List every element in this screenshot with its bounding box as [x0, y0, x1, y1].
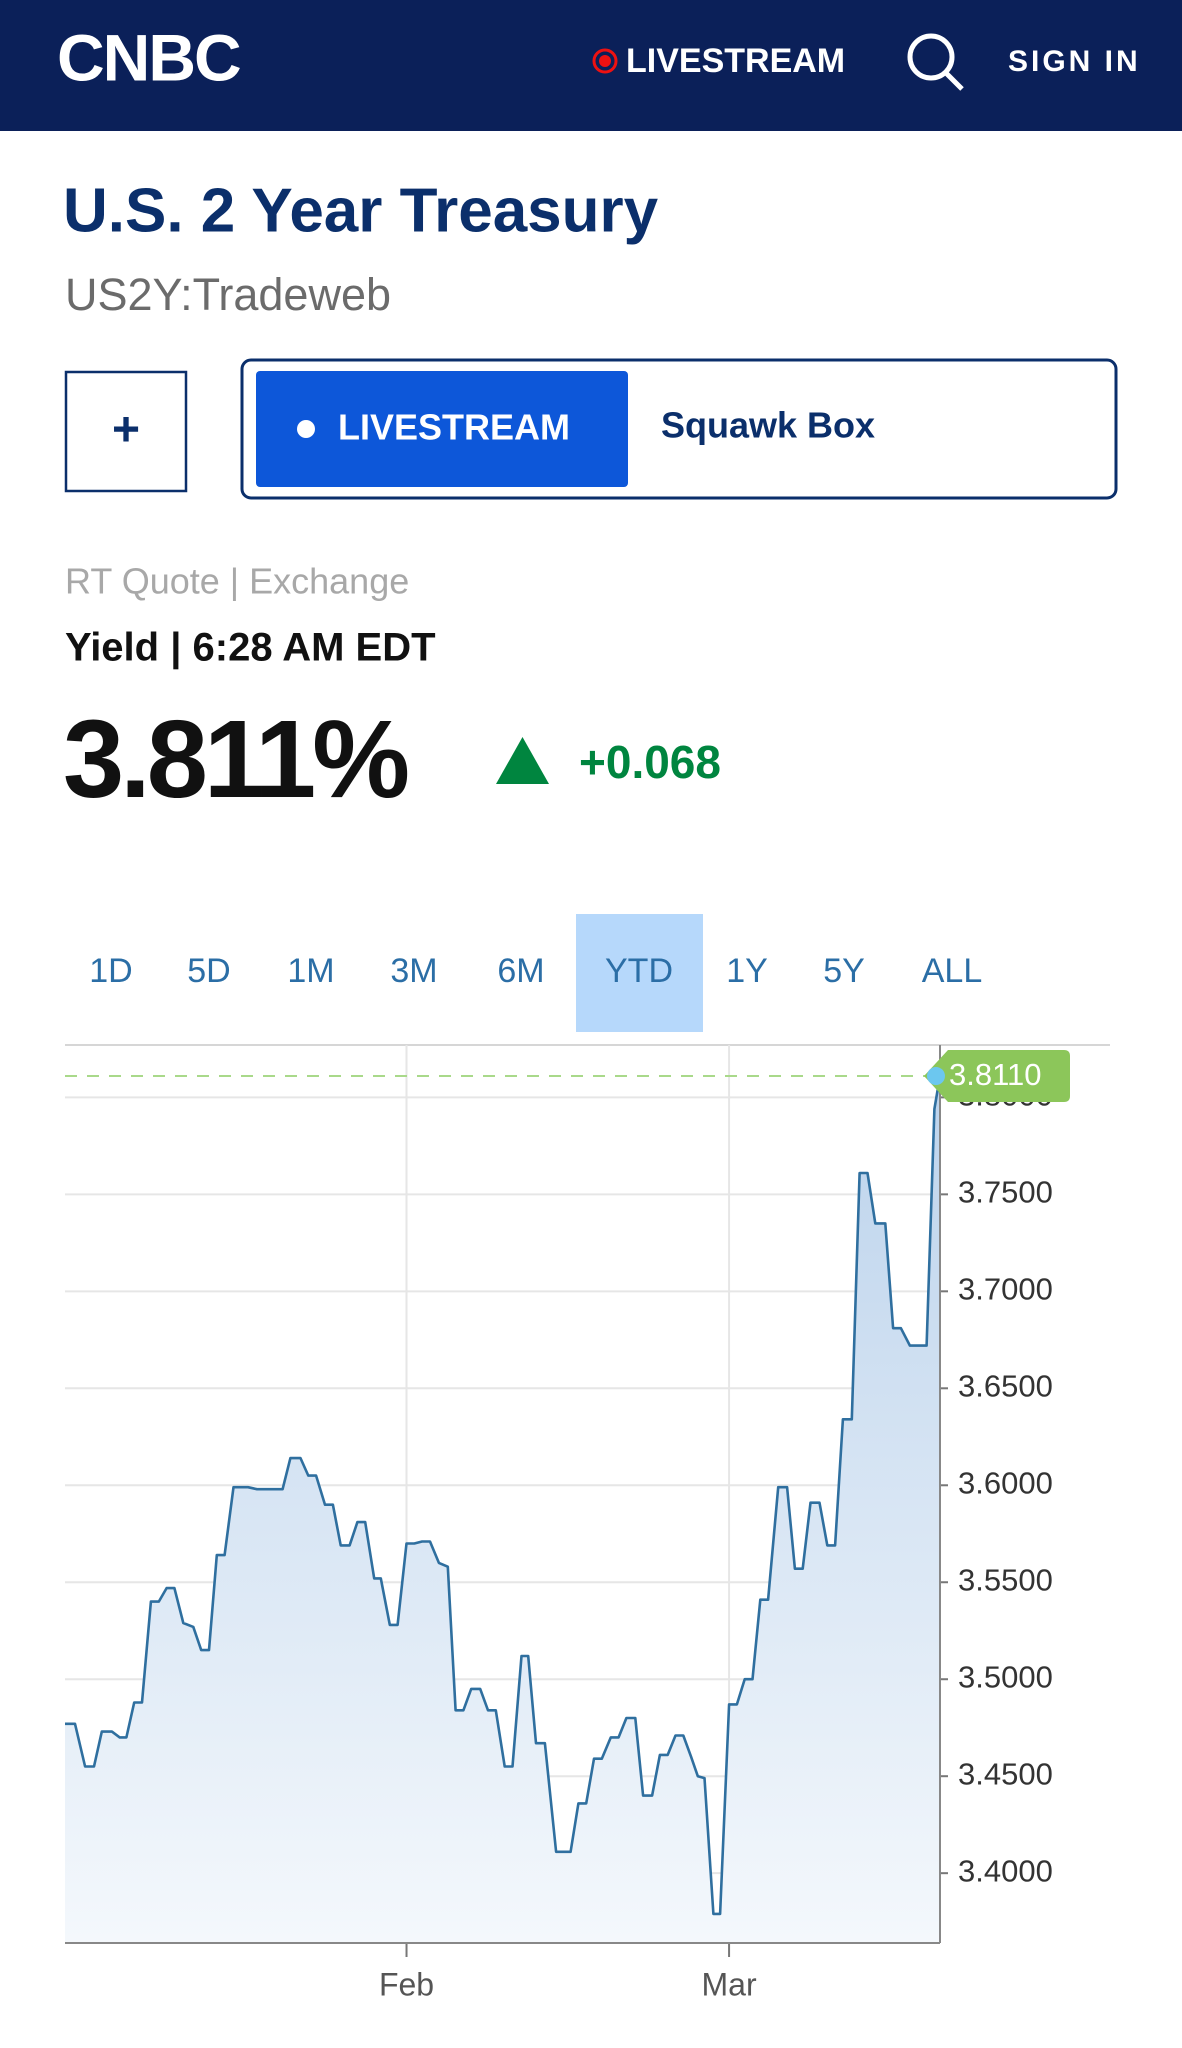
current-label: 3.8110 — [949, 1057, 1042, 1092]
sign-in[interactable]: SIGN IN — [1008, 45, 1141, 78]
range-tab[interactable]: 1Y — [726, 952, 768, 990]
quote-symbol: US2Y:Tradeweb — [65, 269, 391, 320]
range-tab[interactable]: 3M — [390, 952, 437, 990]
search-icon[interactable] — [907, 33, 964, 91]
y-tick-label: 3.5000 — [958, 1659, 1053, 1694]
x-tick-label: Mar — [702, 1966, 757, 2002]
range-tab[interactable]: 5Y — [823, 952, 865, 990]
y-tick-label: 3.4500 — [958, 1756, 1053, 1791]
live-ring — [592, 48, 618, 74]
header-bar — [0, 0, 1182, 131]
y-tick-label: 3.7000 — [958, 1272, 1053, 1307]
y-tick-label: 3.7500 — [958, 1175, 1053, 1210]
range-tab[interactable]: 1D — [89, 952, 132, 990]
x-tick-label: Feb — [379, 1966, 434, 2002]
range-tab[interactable]: 1M — [287, 952, 334, 990]
range-tab[interactable]: 6M — [497, 952, 544, 990]
add-button[interactable] — [64, 370, 188, 493]
range-tab[interactable]: 5D — [187, 952, 230, 990]
range-tab[interactable]: YTD — [605, 952, 673, 990]
up-arrow — [496, 737, 549, 784]
quote-source: RT Quote | Exchange — [65, 561, 409, 602]
y-tick-label: 3.4000 — [958, 1853, 1053, 1888]
logo[interactable]: CNBC — [57, 20, 242, 94]
quote-change: +0.068 — [579, 736, 721, 788]
livestream-link[interactable]: LIVESTREAM — [626, 42, 845, 80]
current-dot — [927, 1067, 945, 1086]
range-tabs: 1D 5D 1M 3M 6M YTD 1Y 5Y ALL — [89, 914, 982, 1032]
livestream-dot — [297, 420, 315, 438]
quote-title: U.S. 2 Year Treasury — [63, 176, 659, 245]
chart: 3.4000 3.4500 3.5000 3.5500 3.6000 3.6500 3.70… — [65, 1044, 1110, 2002]
add-label: + — [112, 404, 140, 457]
y-tick-label: 3.5500 — [958, 1562, 1053, 1597]
livestream-button-label: LIVESTREAM — [338, 407, 570, 448]
show-name[interactable]: Squawk Box — [661, 405, 875, 446]
quote-label: Yield | 6:28 AM EDT — [65, 626, 436, 670]
y-tick-label: 3.6500 — [958, 1368, 1053, 1403]
quote-price: 3.811% — [63, 698, 407, 821]
active-tab — [576, 914, 703, 1032]
line — [65, 1075, 942, 1916]
y-tick-label: 3.6000 — [958, 1465, 1053, 1500]
live-dot — [599, 55, 611, 67]
current-tag — [924, 1050, 1070, 1103]
area — [65, 1076, 940, 1943]
livestream-button[interactable] — [256, 371, 628, 487]
range-tab[interactable]: ALL — [922, 952, 983, 990]
